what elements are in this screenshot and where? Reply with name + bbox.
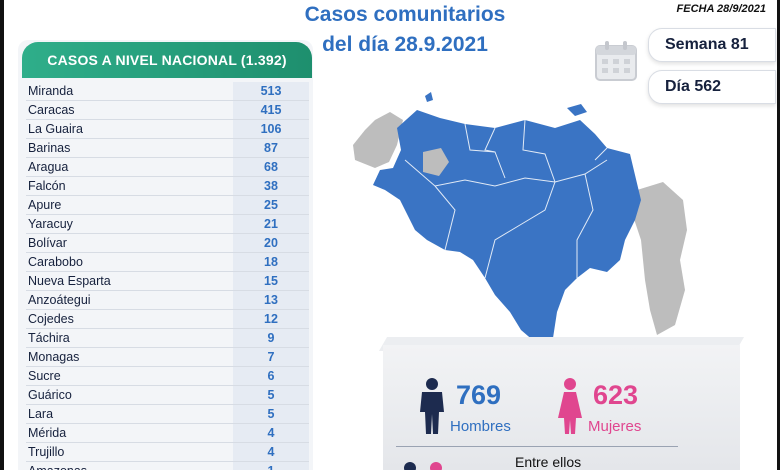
map-blue-territory <box>373 110 641 342</box>
state-row: Aragua 68 <box>26 158 309 177</box>
title-line-1: Casos comunitarios <box>304 3 506 26</box>
state-row: Amazonas1 <box>26 462 309 470</box>
state-row: Sucre 6 <box>26 367 309 386</box>
map-east-gray-region <box>631 182 687 335</box>
stats-divider <box>396 446 678 447</box>
state-case-count: 106 <box>233 120 309 138</box>
national-cases-header: CASOS A NIVEL NACIONAL (1.392) <box>22 42 312 78</box>
state-name: Mérida <box>28 426 67 440</box>
state-case-count: 21 <box>233 215 309 233</box>
state-case-count: 12 <box>233 310 309 328</box>
map-gray-state-1 <box>423 148 449 176</box>
state-row: Trujillo 4 <box>26 443 309 462</box>
date-label: FECHA 28/9/2021 <box>676 3 766 15</box>
calendar-icon <box>595 41 637 81</box>
state-row: Táchira 9 <box>26 329 309 348</box>
state-row: Monagas 7 <box>26 348 309 367</box>
state-row: Carabobo 18 <box>26 253 309 272</box>
state-case-count: 6 <box>233 367 309 385</box>
state-row: Apure 25 <box>26 196 309 215</box>
state-name: Bolívar <box>28 236 67 250</box>
state-name: Barinas <box>28 141 71 155</box>
state-case-count: 18 <box>233 253 309 271</box>
state-name: Aragua <box>28 160 69 174</box>
state-case-count: 5 <box>233 386 309 404</box>
state-name: Cojedes <box>28 312 74 326</box>
female-count: 623 <box>593 380 639 410</box>
male-person-icon <box>420 378 444 434</box>
state-case-count: 38 <box>233 177 309 195</box>
page-title: Casos comunitarios del día 28.9.2021 <box>250 0 560 60</box>
female-person-icon <box>558 378 582 434</box>
state-case-count: 15 <box>233 272 309 290</box>
week-badge: Semana 81 <box>648 28 776 62</box>
female-label: Mujeres <box>588 418 642 435</box>
state-name: Guárico <box>28 388 72 402</box>
female-small-icon <box>430 462 442 470</box>
state-name: Anzoátegui <box>28 293 91 307</box>
map-island-blue <box>567 104 587 116</box>
state-row: Anzoátegui 13 <box>26 291 309 310</box>
state-case-count: 25 <box>233 196 309 214</box>
map-top-mark <box>425 92 433 102</box>
state-name: Nueva Esparta <box>28 274 111 288</box>
state-row: Barinas 87 <box>26 139 309 158</box>
state-row: Miranda 513 <box>26 82 309 101</box>
state-name: Monagas <box>28 350 80 364</box>
state-name: Táchira <box>28 331 70 345</box>
left-frame-edge <box>0 0 4 470</box>
state-row: Falcón 38 <box>26 177 309 196</box>
state-case-count: 13 <box>233 291 309 309</box>
state-case-count: 9 <box>233 329 309 347</box>
venezuela-map <box>353 92 687 342</box>
map-west-gray-region <box>353 112 403 168</box>
day-badge: Día 562 <box>648 70 776 104</box>
right-frame-edge <box>777 0 780 470</box>
state-row: Guárico 5 <box>26 386 309 405</box>
state-name: Miranda <box>28 84 74 98</box>
state-cases-list: Miranda 513 Caracas 415 La Guaira 106 Barinas 8… <box>26 82 309 470</box>
male-small-icon <box>404 462 416 470</box>
state-row: Mérida 4 <box>26 424 309 443</box>
state-name: Amazonas <box>26 464 233 470</box>
state-row: Lara 5 <box>26 405 309 424</box>
state-row: Cojedes 12 <box>26 310 309 329</box>
state-name: Carabobo <box>28 255 83 269</box>
state-case-count: 513 <box>233 82 309 100</box>
state-row: Nueva Esparta 15 <box>26 272 309 291</box>
state-case-count: 20 <box>233 234 309 252</box>
state-name: Apure <box>28 198 62 212</box>
state-case-count: 68 <box>233 158 309 176</box>
state-row: Yaracuy 21 <box>26 215 309 234</box>
male-count: 769 <box>456 380 502 410</box>
state-case-count: 4 <box>233 443 309 461</box>
state-name: Sucre <box>28 369 61 383</box>
state-row: La Guaira 106 <box>26 120 309 139</box>
title-line-2: del día 28.9.2021 <box>322 33 488 56</box>
state-name: Falcón <box>28 179 66 193</box>
state-name: Lara <box>28 407 54 421</box>
state-case-count: 7 <box>233 348 309 366</box>
state-row: Caracas 415 <box>26 101 309 120</box>
state-name: La Guaira <box>28 122 83 136</box>
state-case-count: 4 <box>233 424 309 442</box>
state-name: Yaracuy <box>28 217 73 231</box>
male-label: Hombres <box>450 418 511 435</box>
state-name: Caracas <box>28 103 75 117</box>
state-case-count: 87 <box>233 139 309 157</box>
among-them-label: Entre ellos <box>515 454 582 470</box>
state-name: Trujillo <box>28 445 65 459</box>
state-case-count: 1 <box>233 462 309 470</box>
state-case-count: 5 <box>233 405 309 423</box>
state-case-count: 415 <box>233 101 309 119</box>
state-row: Bolívar 20 <box>26 234 309 253</box>
